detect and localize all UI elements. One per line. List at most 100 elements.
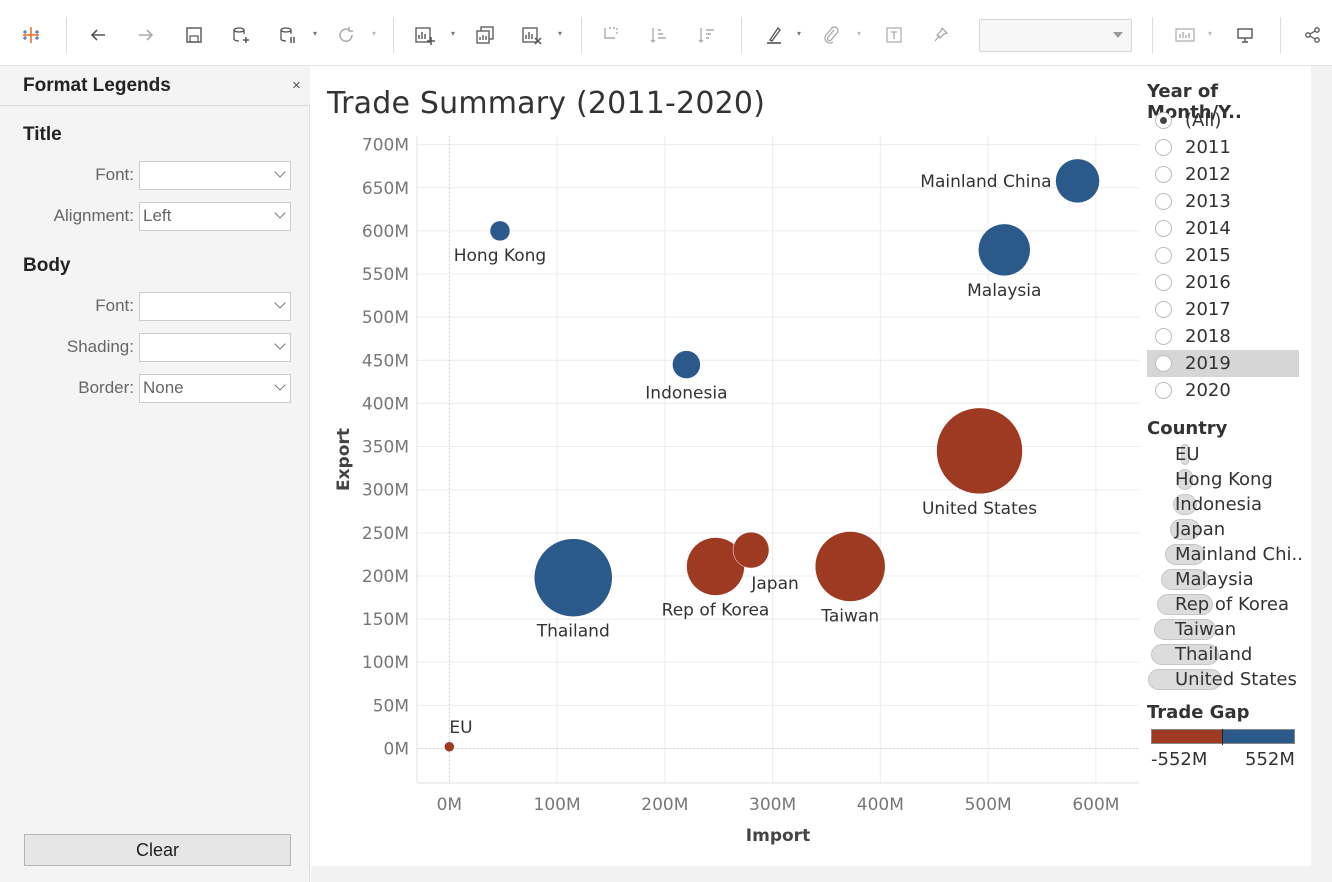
year-option[interactable]: 2018: [1147, 323, 1299, 350]
pane-title: Format Legends: [23, 75, 171, 96]
body-font-select[interactable]: [139, 292, 291, 321]
radio-icon[interactable]: [1155, 193, 1172, 210]
worksheet: Trade Summary (2011-2020) 0M 50M 100M 150M 2…: [311, 66, 1311, 866]
radio-icon[interactable]: [1155, 139, 1172, 156]
redo-icon[interactable]: [133, 22, 159, 48]
sort-descending-icon[interactable]: [694, 22, 720, 48]
radio-selected-dot: [1160, 117, 1167, 124]
trade-gap-negative-bar: [1151, 729, 1223, 744]
new-worksheet-dropdown[interactable]: ▾: [451, 29, 456, 38]
country-legend-item[interactable]: Japan: [1147, 517, 1307, 542]
share-icon[interactable]: [1300, 22, 1326, 48]
bubble-mark[interactable]: [534, 538, 613, 617]
trade-gap-legend-title: Trade Gap: [1147, 702, 1250, 723]
bubble-mark[interactable]: [672, 350, 701, 379]
pause-updates-dropdown[interactable]: ▾: [313, 29, 318, 38]
radio-icon[interactable]: [1155, 355, 1172, 372]
new-worksheet-icon[interactable]: [412, 22, 438, 48]
country-legend-item[interactable]: Taiwan: [1147, 617, 1307, 642]
show-labels-icon[interactable]: [881, 22, 907, 48]
year-option-label: 2017: [1185, 299, 1231, 320]
bubble-mark[interactable]: [814, 531, 886, 602]
bubble-mark[interactable]: [489, 220, 511, 242]
y-tick-label: 550M: [362, 265, 409, 285]
show-me-icon[interactable]: [1172, 22, 1198, 48]
year-option[interactable]: 2014: [1147, 215, 1299, 242]
bubble-mark[interactable]: [732, 531, 770, 569]
size-legend-shape: [1148, 669, 1222, 690]
y-tick-label: 700M: [362, 136, 409, 156]
radio-icon[interactable]: [1155, 247, 1172, 264]
refresh-icon[interactable]: [333, 22, 359, 48]
country-legend-item[interactable]: United States: [1147, 667, 1307, 692]
country-legend-item[interactable]: Rep of Korea: [1147, 592, 1307, 617]
year-option[interactable]: 2017: [1147, 296, 1299, 323]
year-option[interactable]: (All): [1147, 107, 1299, 134]
presentation-mode-icon[interactable]: [1232, 22, 1258, 48]
radio-icon[interactable]: [1155, 274, 1172, 291]
radio-icon[interactable]: [1155, 301, 1172, 318]
clear-button[interactable]: Clear: [24, 834, 291, 866]
pause-updates-icon[interactable]: [275, 22, 301, 48]
year-option[interactable]: 2020: [1147, 377, 1299, 404]
bubble-mark[interactable]: [978, 223, 1031, 277]
scatter-chart[interactable]: 0M 50M 100M 150M 200M 250M 300M 350M 400M 450M 500…: [311, 66, 1141, 866]
country-legend-item[interactable]: Thailand: [1147, 642, 1307, 667]
new-data-source-icon[interactable]: [228, 22, 254, 48]
toolbar-separator: [1152, 17, 1153, 53]
duplicate-sheet-icon[interactable]: [472, 22, 498, 48]
show-me-dropdown[interactable]: ▾: [1208, 29, 1213, 38]
radio-icon[interactable]: [1155, 220, 1172, 237]
year-option-label: 2018: [1185, 326, 1231, 347]
y-tick-label: 200M: [362, 567, 409, 587]
year-option[interactable]: 2013: [1147, 188, 1299, 215]
body-shading-select[interactable]: [139, 333, 291, 362]
year-option[interactable]: 2012: [1147, 161, 1299, 188]
body-shading-label: Shading:: [66, 337, 134, 356]
highlight-dropdown[interactable]: ▾: [797, 29, 802, 38]
radio-icon[interactable]: [1155, 382, 1172, 399]
country-legend-label: EU: [1175, 444, 1200, 465]
save-icon[interactable]: [181, 22, 207, 48]
year-option[interactable]: 2016: [1147, 269, 1299, 296]
country-legend-label: Indonesia: [1175, 494, 1263, 515]
clear-sheet-icon[interactable]: [519, 22, 545, 48]
chevron-down-icon: [274, 379, 286, 391]
country-legend-item[interactable]: Hong Kong: [1147, 467, 1307, 492]
tableau-logo-icon[interactable]: [18, 22, 44, 48]
clear-sheet-dropdown[interactable]: ▾: [558, 29, 563, 38]
title-font-select[interactable]: [139, 161, 291, 190]
bubble-mark[interactable]: [1055, 158, 1100, 204]
year-option[interactable]: 2015: [1147, 242, 1299, 269]
body-border-select[interactable]: None: [139, 374, 291, 403]
fix-axes-icon[interactable]: [927, 22, 953, 48]
country-legend-item[interactable]: Malaysia: [1147, 567, 1307, 592]
point-label: Rep of Korea: [662, 600, 770, 620]
group-members-icon[interactable]: [818, 22, 844, 48]
point-label: EU: [449, 718, 472, 738]
radio-icon[interactable]: [1155, 328, 1172, 345]
highlight-icon[interactable]: [761, 22, 787, 48]
country-legend-item[interactable]: EU: [1147, 442, 1307, 467]
close-icon[interactable]: ×: [292, 77, 301, 94]
year-option[interactable]: 2019: [1147, 350, 1299, 377]
bubble-mark[interactable]: [444, 741, 455, 753]
undo-icon[interactable]: [85, 22, 111, 48]
title-font-label: Font:: [95, 165, 134, 184]
swap-rows-columns-icon[interactable]: [598, 22, 624, 48]
country-legend-item[interactable]: Indonesia: [1147, 492, 1307, 517]
bubble-mark[interactable]: [936, 407, 1023, 495]
point-label: Hong Kong: [454, 246, 546, 266]
refresh-dropdown[interactable]: ▾: [372, 29, 377, 38]
radio-icon[interactable]: [1155, 166, 1172, 183]
point-label: Malaysia: [967, 281, 1041, 301]
radio-icon[interactable]: [1155, 112, 1172, 129]
sort-ascending-icon[interactable]: [646, 22, 672, 48]
country-legend-label: Malaysia: [1175, 569, 1254, 590]
title-alignment-select[interactable]: Left: [139, 202, 291, 231]
country-legend-item[interactable]: Mainland Chi..: [1147, 542, 1307, 567]
fit-select[interactable]: [979, 19, 1132, 52]
group-members-dropdown[interactable]: ▾: [857, 29, 862, 38]
year-option[interactable]: 2011: [1147, 134, 1299, 161]
body-font-label: Font:: [95, 296, 134, 315]
